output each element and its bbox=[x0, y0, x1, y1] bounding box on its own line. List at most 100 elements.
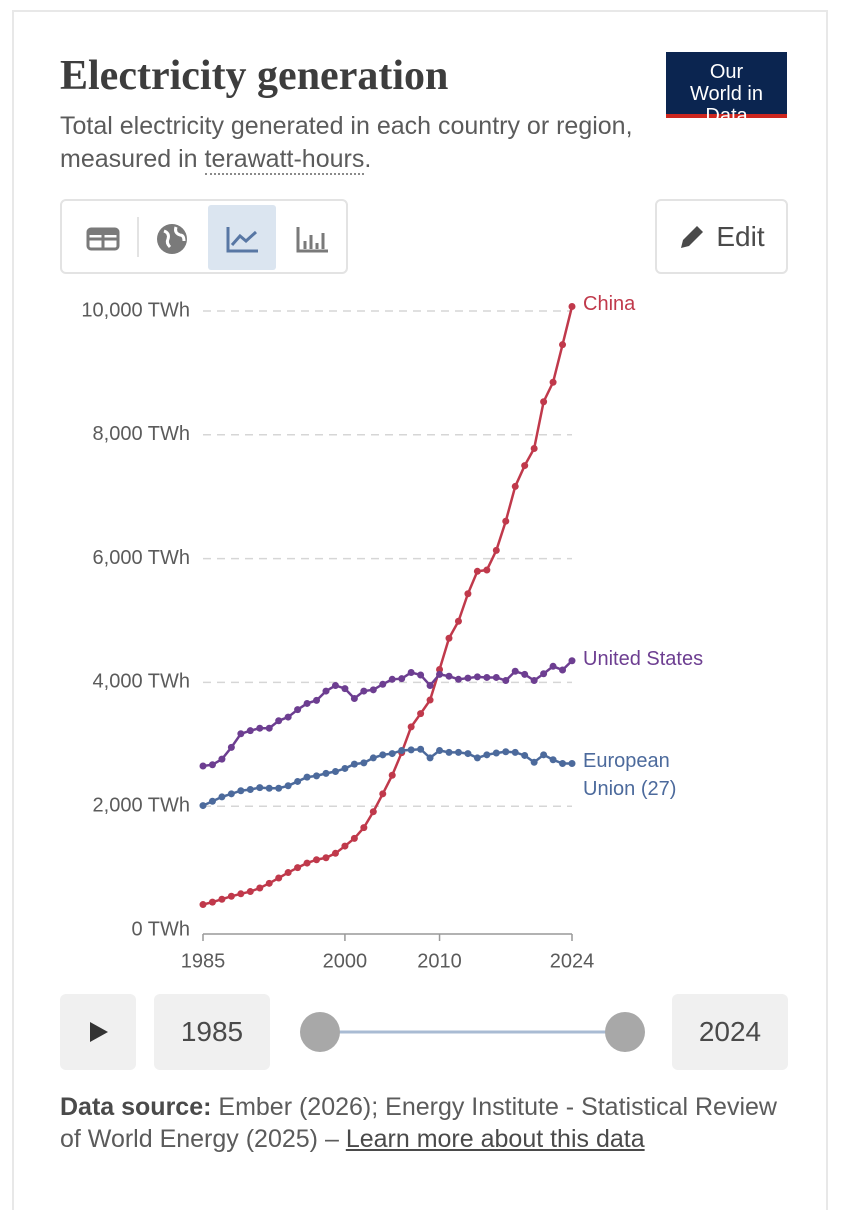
data-point bbox=[208, 898, 216, 906]
slider-handle[interactable] bbox=[300, 1012, 340, 1052]
footer: Data source: Ember (2026); Energy Instit… bbox=[60, 1091, 780, 1155]
data-point bbox=[436, 666, 444, 674]
data-point bbox=[341, 685, 349, 693]
data-point bbox=[492, 673, 500, 681]
y-tick-label: 10,000 TWh bbox=[81, 299, 190, 321]
data-point bbox=[313, 696, 321, 704]
data-point bbox=[331, 849, 339, 857]
data-point bbox=[388, 675, 396, 683]
data-point bbox=[265, 724, 273, 732]
data-point bbox=[331, 681, 339, 689]
data-point bbox=[521, 462, 529, 470]
series-label[interactable]: United States bbox=[583, 647, 704, 670]
data-point bbox=[502, 517, 510, 525]
data-point bbox=[417, 671, 425, 679]
data-point bbox=[559, 341, 567, 349]
start-year[interactable]: 1985 bbox=[154, 994, 270, 1070]
logo[interactable]: Our World in Data bbox=[666, 52, 787, 127]
bar-tab[interactable] bbox=[278, 205, 346, 270]
data-point bbox=[284, 869, 292, 877]
data-point bbox=[256, 724, 264, 732]
play-button[interactable] bbox=[60, 994, 136, 1070]
data-point bbox=[511, 482, 519, 490]
data-point bbox=[502, 677, 510, 685]
data-point bbox=[237, 787, 245, 795]
data-point bbox=[350, 760, 358, 768]
data-point bbox=[313, 772, 321, 780]
data-point bbox=[379, 751, 387, 759]
series-label[interactable]: European Union (27) bbox=[583, 750, 677, 801]
data-point bbox=[540, 398, 548, 406]
data-point bbox=[388, 750, 396, 758]
data-point bbox=[227, 790, 235, 798]
logo-text: Our World in Data bbox=[690, 61, 763, 127]
data-point bbox=[559, 759, 567, 767]
learn-more-link[interactable]: Learn more about this data bbox=[345, 1125, 645, 1153]
data-point bbox=[398, 675, 406, 683]
data-point bbox=[322, 854, 330, 862]
data-point bbox=[549, 756, 557, 764]
data-point bbox=[502, 748, 510, 756]
y-tick-label: 2,000 TWh bbox=[93, 794, 190, 816]
data-point bbox=[256, 784, 264, 792]
data-point bbox=[303, 859, 311, 867]
data-point bbox=[369, 686, 377, 694]
x-tick-label: 2010 bbox=[417, 950, 462, 972]
data-point bbox=[568, 302, 576, 310]
data-point bbox=[445, 634, 453, 642]
data-point bbox=[436, 670, 444, 678]
data-point bbox=[294, 864, 302, 872]
data-point bbox=[511, 667, 519, 675]
data-point bbox=[303, 699, 311, 707]
bar-icon bbox=[296, 227, 328, 253]
edit-button[interactable]: Edit bbox=[655, 199, 788, 274]
data-point bbox=[483, 566, 491, 574]
series-label[interactable]: China bbox=[583, 293, 636, 316]
data-point bbox=[265, 784, 273, 792]
data-point bbox=[313, 856, 321, 864]
end-year[interactable]: 2024 bbox=[672, 994, 788, 1070]
data-point bbox=[284, 782, 292, 790]
data-point bbox=[530, 444, 538, 452]
data-point bbox=[294, 706, 302, 714]
data-point bbox=[350, 834, 358, 842]
y-tick-label: 4,000 TWh bbox=[93, 671, 190, 693]
data-point bbox=[256, 884, 264, 892]
data-point bbox=[549, 662, 557, 670]
data-point bbox=[407, 668, 415, 676]
view-tabs bbox=[60, 199, 348, 274]
data-point bbox=[464, 674, 472, 682]
data-point bbox=[483, 751, 491, 759]
table-tab[interactable] bbox=[66, 205, 134, 270]
data-point bbox=[218, 755, 226, 763]
data-point bbox=[568, 759, 576, 767]
data-point bbox=[322, 769, 330, 777]
line-icon bbox=[226, 227, 258, 253]
data-point bbox=[521, 751, 529, 759]
data-point bbox=[208, 797, 216, 805]
data-point bbox=[199, 901, 207, 909]
pencil-icon bbox=[681, 225, 704, 248]
data-point bbox=[208, 761, 216, 769]
data-point bbox=[284, 713, 292, 721]
data-point bbox=[492, 546, 500, 554]
data-point bbox=[559, 666, 567, 674]
data-point bbox=[294, 777, 302, 785]
data-point bbox=[246, 888, 254, 896]
y-tick-label: 8,000 TWh bbox=[93, 423, 190, 445]
slider-handle[interactable] bbox=[605, 1012, 645, 1052]
data-point bbox=[360, 824, 368, 832]
data-point bbox=[341, 764, 349, 772]
data-point bbox=[227, 892, 235, 900]
chart-tab[interactable] bbox=[208, 205, 276, 270]
map-tab[interactable] bbox=[138, 205, 206, 270]
data-point bbox=[275, 784, 283, 792]
data-point bbox=[445, 672, 453, 680]
data-point bbox=[417, 745, 425, 753]
subtitle-link[interactable]: terawatt-hours bbox=[204, 145, 365, 175]
subtitle-end: . bbox=[364, 145, 372, 173]
x-tick-label: 1985 bbox=[181, 950, 226, 972]
subtitle-text: Total electricity generated in each coun… bbox=[60, 112, 633, 173]
data-point bbox=[218, 895, 226, 903]
